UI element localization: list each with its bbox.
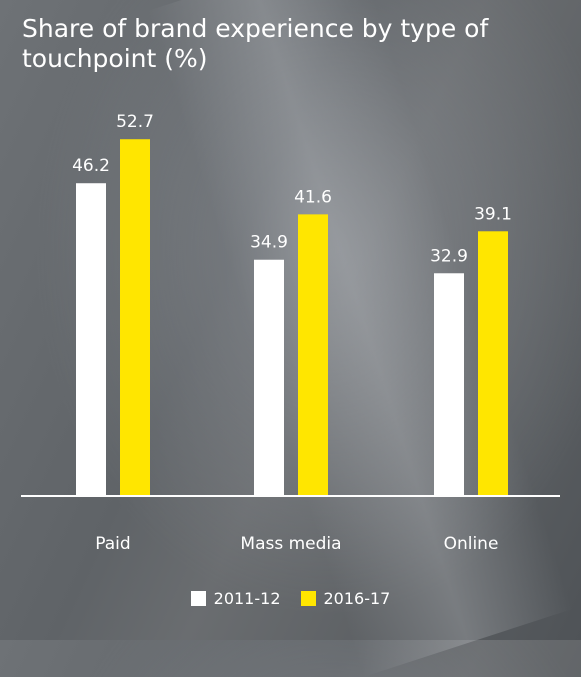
value-label-online-2016-17: 39.1: [474, 204, 512, 224]
chart-title: Share of brand experience by type of tou…: [22, 14, 489, 73]
bar-mass-media-2011-12: [254, 259, 284, 496]
value-label-paid-2011-12: 46.2: [72, 156, 110, 176]
category-label-online: Online: [444, 534, 499, 554]
bar-chart: 46.2 52.7 34.9 41.6 32.9 39.1 Paid Mass media O…: [72, 112, 512, 554]
legend-item-series-2: 2016-17: [300, 589, 391, 608]
legend-item-series-1: 2011-12: [190, 589, 281, 608]
legend-label-series-2: 2016-17: [323, 589, 391, 608]
legend-swatch-series-1: [190, 591, 206, 606]
value-label-paid-2016-17: 52.7: [116, 112, 154, 132]
category-labels-group: Paid Mass media Online: [95, 534, 498, 554]
value-label-mass-media-2016-17: 41.6: [294, 187, 332, 207]
bar-online-2011-12: [434, 273, 464, 496]
value-label-mass-media-2011-12: 34.9: [250, 233, 288, 253]
category-label-mass-media: Mass media: [240, 534, 341, 554]
legend-label-series-1: 2011-12: [213, 589, 281, 608]
value-label-online-2011-12: 32.9: [430, 246, 468, 266]
bars-group: [76, 139, 508, 497]
bar-mass-media-2016-17: [298, 214, 328, 497]
bar-paid-2011-12: [76, 183, 106, 496]
bar-paid-2016-17: [120, 139, 150, 496]
bar-online-2016-17: [478, 231, 508, 496]
legend-swatch-series-2: [300, 591, 316, 606]
category-label-paid: Paid: [95, 534, 130, 554]
value-labels-group: 46.2 52.7 34.9 41.6 32.9 39.1: [72, 112, 512, 266]
legend: 2011-12 2016-17: [0, 589, 581, 608]
